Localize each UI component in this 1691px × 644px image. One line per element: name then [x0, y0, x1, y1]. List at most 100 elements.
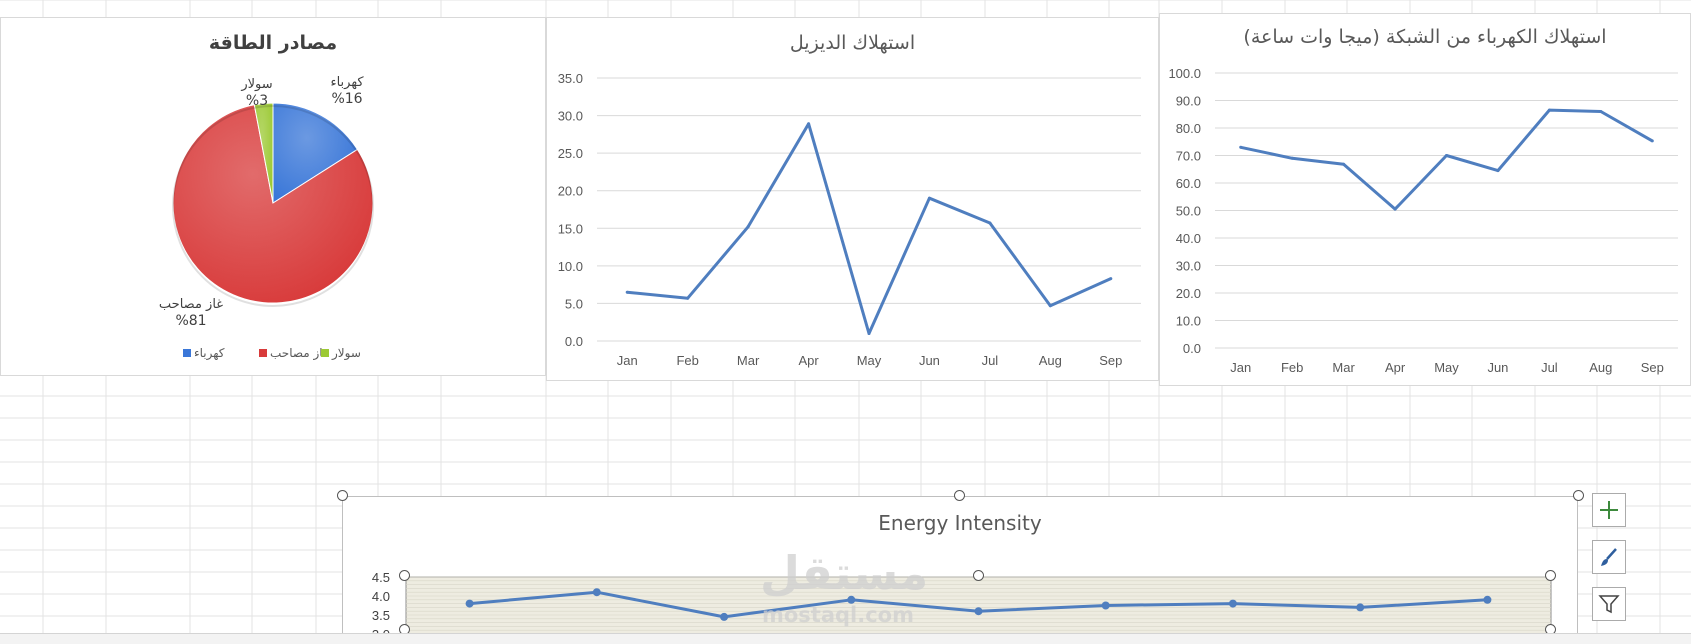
pie-slice-label: كهرباء: [330, 75, 364, 90]
grid-power-plot: 0.0 10.0 20.0 30.0 40.0 50.0 60.0 70.0 80.0 90.0 1…: [1168, 66, 1678, 375]
y-tick-label: 50.0: [1176, 204, 1201, 219]
plot-area-resize-handle[interactable]: [1545, 570, 1556, 581]
x-tick-label: Sep: [1641, 360, 1664, 375]
legend-label: كهرباء: [194, 346, 225, 361]
y-tick-label: 0.0: [1183, 341, 1201, 356]
x-tick-label: Sep: [1099, 353, 1122, 368]
energy-intensity-title: Energy Intensity: [878, 511, 1042, 535]
x-tick-label: Jun: [1487, 360, 1508, 375]
x-tick-label: Aug: [1039, 353, 1062, 368]
plot-area-resize-handle[interactable]: [399, 570, 410, 581]
plus-icon: [1600, 501, 1618, 519]
data-point: [807, 122, 811, 126]
data-point: [1496, 169, 1500, 173]
chart-styles-button[interactable]: [1592, 540, 1626, 574]
line-chart-energy-intensity[interactable]: Energy Intensity 4.54.03.53.02.5: [342, 496, 1578, 644]
data-point: [746, 225, 750, 229]
y-tick-label: 0.0: [565, 334, 583, 349]
data-point: [1356, 603, 1365, 612]
chart-elements-button[interactable]: [1592, 493, 1626, 527]
pie-slice: [253, 102, 274, 204]
y-tick-label: 90.0: [1176, 94, 1201, 109]
data-point: [1228, 599, 1237, 608]
data-point: [1101, 601, 1110, 610]
data-point: [867, 332, 871, 335]
line-chart-grid-electricity[interactable]: استهلاك الكهرباء من الشبكة (ميجا وات ساع…: [1159, 13, 1691, 386]
data-point: [1048, 304, 1052, 308]
y-tick-label: 5.0: [565, 296, 583, 311]
plot-area-resize-handle[interactable]: [973, 570, 984, 581]
grid-power-chart-title: استهلاك الكهرباء من الشبكة (ميجا وات ساع…: [1243, 26, 1607, 48]
x-tick-label: Feb: [676, 353, 698, 368]
pie-chart-energy-sources[interactable]: مصادر الطاقة كهرباء %16 غاز مصاحب %81 سولار%…: [0, 17, 546, 376]
pie-slice-label: سولار: [240, 77, 272, 92]
y-tick-label: 80.0: [1176, 121, 1201, 136]
pie-slice-percent: %3: [246, 93, 268, 109]
chart-filters-button[interactable]: [1592, 587, 1626, 621]
y-tick-label: 35.0: [558, 71, 583, 86]
line-chart-diesel[interactable]: استهلاك الديزيل 0.0 5.0 10.0 15.0 20.0 25.0 30…: [546, 17, 1159, 381]
y-tick-label: 100.0: [1168, 66, 1201, 81]
pie-chart-title: مصادر الطاقة: [208, 32, 338, 54]
pie-slice: [172, 104, 374, 304]
funnel-icon: [1598, 595, 1620, 614]
data-point: [847, 595, 856, 604]
data-point: [1239, 145, 1243, 149]
y-tick-label: 30.0: [1176, 259, 1201, 274]
y-tick-label: 3.5: [372, 608, 390, 623]
x-tick-label: May: [1434, 360, 1459, 375]
legend-label: غاز مصاحب: [270, 346, 329, 361]
data-point: [927, 196, 931, 200]
chart-resize-handle[interactable]: [954, 490, 965, 501]
x-tick-label: Feb: [1281, 360, 1303, 375]
data-point: [465, 599, 474, 608]
data-line: [1240, 108, 1654, 211]
legend-swatch: [259, 349, 267, 357]
data-point: [1393, 207, 1397, 211]
chart-resize-handle[interactable]: [337, 490, 348, 501]
diesel-plot: 0.0 5.0 10.0 15.0 20.0 25.0 30.0 35.0 Jan Feb Mar A…: [558, 71, 1141, 368]
y-tick-label: 20.0: [558, 184, 583, 199]
y-tick-label: 10.0: [1176, 314, 1201, 329]
x-tick-label: Mar: [737, 353, 760, 368]
data-point: [686, 296, 690, 300]
brush-icon: [1601, 548, 1617, 566]
x-tick-label: Jun: [919, 353, 940, 368]
data-point: [1342, 162, 1346, 166]
diesel-chart-title: استهلاك الديزيل: [789, 32, 916, 54]
legend-swatch: [183, 349, 191, 357]
pie-slice-percent: %81: [175, 313, 206, 329]
data-point: [1599, 110, 1603, 113]
x-tick-label: Jul: [1541, 360, 1558, 375]
x-tick-label: Jul: [982, 353, 999, 368]
y-tick-label: 15.0: [558, 221, 583, 236]
y-tick-label: 20.0: [1176, 286, 1201, 301]
x-tick-label: Jan: [617, 353, 638, 368]
y-tick-label: 4.0: [372, 589, 390, 604]
sheet-tab-bar[interactable]: [0, 633, 1691, 644]
data-point: [1109, 277, 1113, 281]
x-tick-label: May: [857, 353, 882, 368]
data-point: [1290, 156, 1294, 160]
y-tick-label: 4.5: [372, 570, 390, 585]
legend-label: سولار: [331, 346, 361, 361]
data-point: [625, 290, 629, 294]
pie-slice-label: غاز مصاحب: [159, 297, 223, 312]
y-tick-label: 40.0: [1176, 231, 1201, 246]
y-tick-label: 25.0: [558, 146, 583, 161]
x-tick-label: Apr: [798, 353, 819, 368]
data-point: [1445, 154, 1448, 157]
pie-slice-percent: %16: [331, 91, 362, 107]
pie-slice: [272, 102, 359, 204]
y-tick-label: 70.0: [1176, 149, 1201, 164]
data-point: [1650, 139, 1654, 143]
y-tick-label: 60.0: [1176, 176, 1201, 191]
data-point: [592, 588, 601, 597]
chart-resize-handle[interactable]: [1573, 490, 1584, 501]
y-tick-label: 30.0: [558, 109, 583, 124]
data-point: [1547, 108, 1551, 112]
x-tick-label: Mar: [1332, 360, 1355, 375]
energy-intensity-plot: 4.54.03.53.02.5: [372, 570, 1552, 644]
data-point: [988, 221, 992, 225]
